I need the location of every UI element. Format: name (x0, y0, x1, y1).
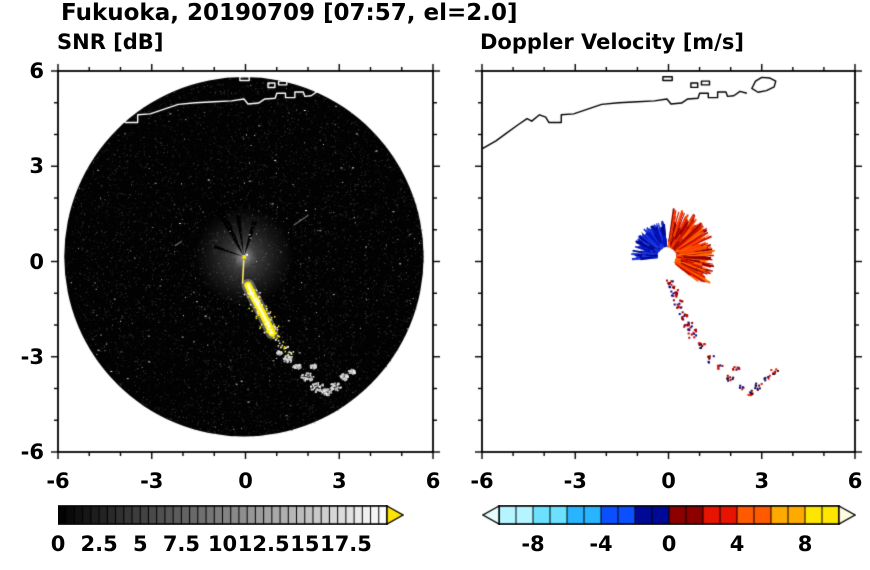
snr-colorbar-canvas (58, 505, 404, 525)
x-tick-label: 3 (754, 469, 770, 493)
colorbar-tick-label: -8 (521, 532, 545, 556)
x-tick-label: 6 (425, 469, 441, 493)
x-tick-label: -6 (470, 469, 494, 493)
colorbar-tick-label: -4 (589, 532, 613, 556)
colorbar-tick-label: 5 (132, 532, 148, 556)
colorbar-tick-label: 17.5 (320, 532, 372, 556)
y-tick-label: 6 (29, 59, 44, 83)
figure-title: Fukuoka, 20190709 [07:57, el=2.0] (61, 0, 518, 26)
doppler-colorbar-canvas (482, 505, 856, 525)
doppler-x-axis-tick-labels: -6 -3 0 3 6 (470, 469, 862, 495)
x-tick-label: 3 (331, 469, 347, 493)
y-tick-label: 3 (29, 154, 44, 179)
colorbar-tick-label: 15 (290, 532, 320, 556)
colorbar-tick-label: 0 (50, 532, 66, 556)
x-tick-label: -3 (140, 469, 164, 493)
doppler-panel-title: Doppler Velocity [m/s] (480, 30, 744, 54)
colorbar-tick-label: 7.5 (162, 532, 201, 556)
colorbar-tick-label: 10 (207, 532, 238, 556)
y-tick-label: 0 (29, 249, 44, 274)
x-tick-label: -6 (46, 469, 70, 493)
colorbar-tick-label: 8 (797, 532, 813, 556)
x-tick-label: -3 (563, 469, 587, 493)
snr-panel-title: SNR [dB] (57, 30, 164, 54)
colorbar-tick-label: 2.5 (80, 532, 118, 556)
colorbar-tick-label: 0 (661, 532, 677, 556)
y-tick-label: -6 (20, 440, 44, 464)
snr-colorbar-labels: 0 2.5 5 7.5 10 12.5 15 17.5 (51, 532, 372, 558)
snr-plot-canvas (48, 61, 443, 462)
doppler-colorbar-labels: -8 -4 0 4 8 (521, 532, 812, 558)
snr-x-axis-tick-labels: -6 -3 0 3 6 (46, 469, 440, 495)
y-tick-label: -3 (20, 344, 44, 369)
colorbar-tick-label: 4 (729, 532, 745, 556)
x-tick-label: 0 (238, 469, 253, 493)
x-tick-label: 0 (661, 469, 676, 493)
x-tick-label: 6 (847, 469, 863, 493)
colorbar-tick-label: 12.5 (237, 532, 290, 556)
y-axis-tick-labels: 6 3 0 -3 -6 (10, 59, 46, 464)
doppler-plot-canvas (472, 61, 865, 462)
